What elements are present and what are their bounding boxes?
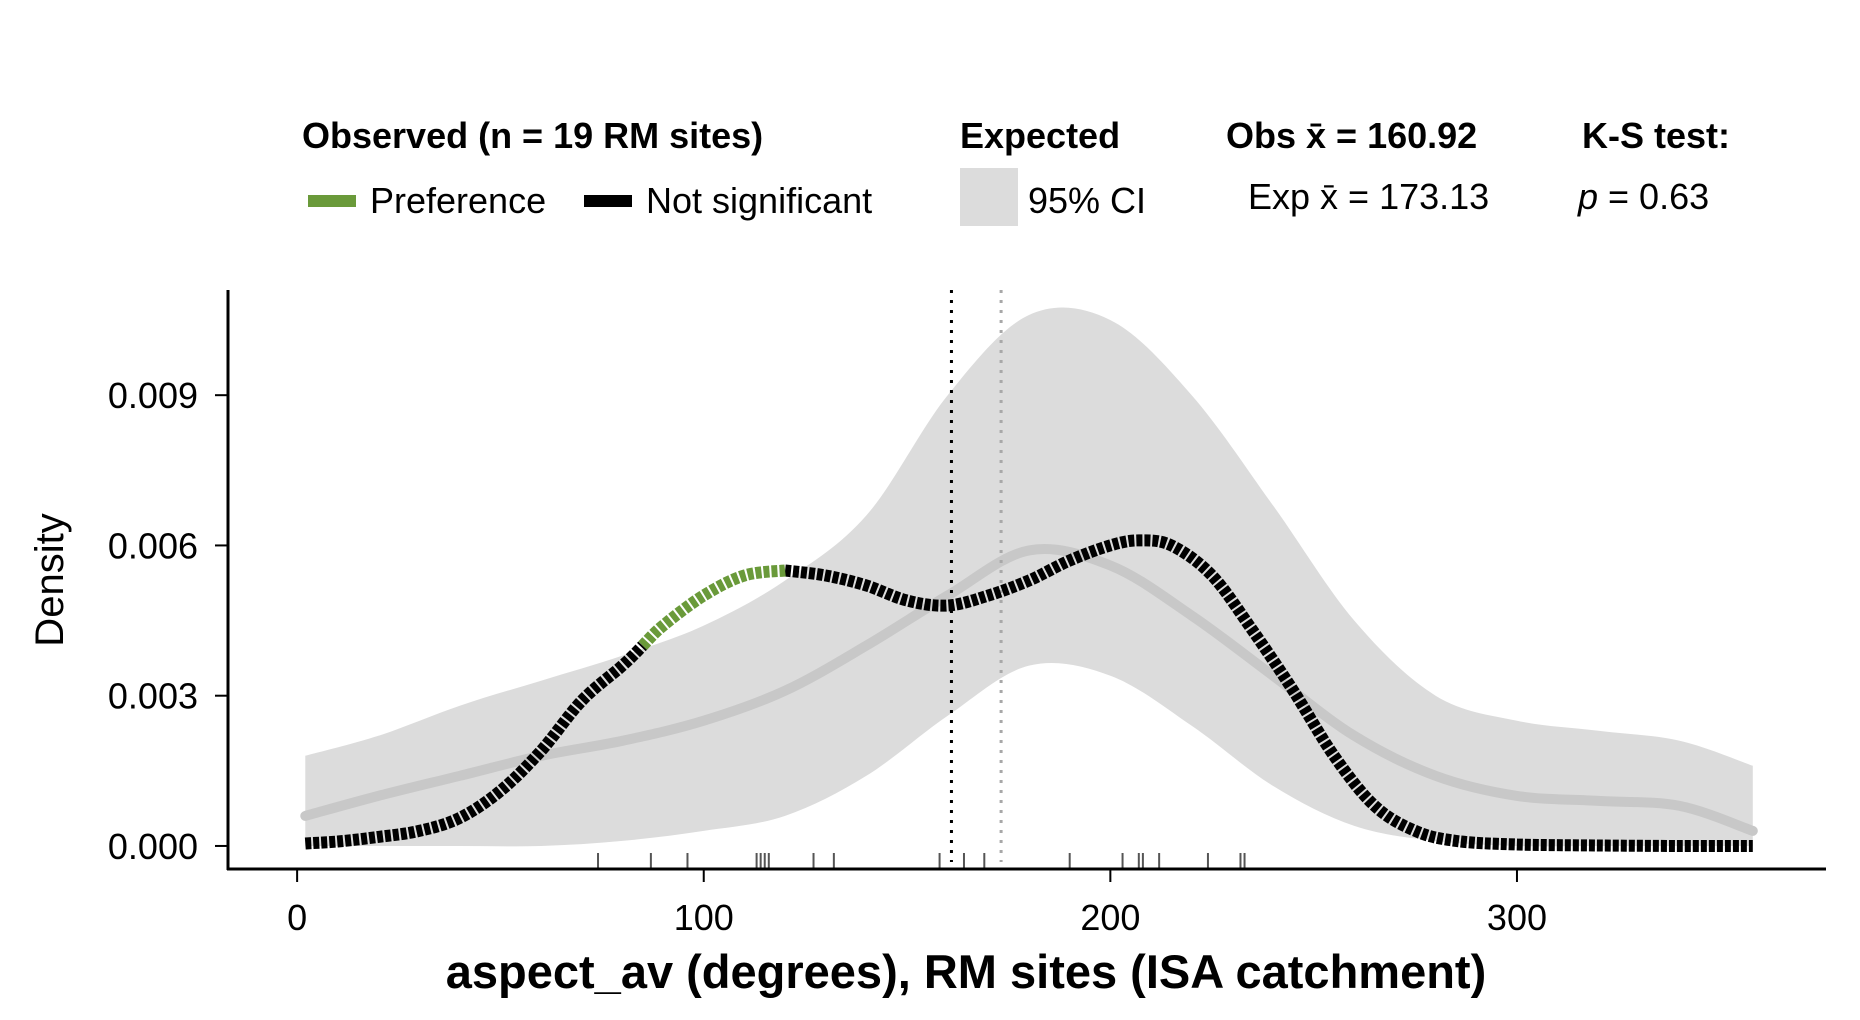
- axes: [226, 290, 1826, 871]
- tick-layer: 0 100 200 300 0.000 0.003 0.006 0.009: [108, 375, 1547, 938]
- legend-preference-swatch: [308, 195, 356, 207]
- observed-density-not-significant-left: [304, 641, 648, 850]
- legend-ci-label: 95% CI: [1028, 180, 1146, 221]
- legend-preference-label: Preference: [370, 180, 546, 221]
- observed-density-not-significant-right: [784, 534, 1753, 853]
- legend-means: Obs x̄ = 160.92 Exp x̄ = 173.13: [1226, 115, 1489, 217]
- x-tick-label: 100: [674, 897, 734, 938]
- legend-not-significant-label: Not significant: [646, 180, 872, 221]
- legend-not-significant-swatch: [584, 195, 632, 207]
- legend-ks-test: K-S test: p = 0.63: [1577, 115, 1730, 217]
- y-tick-label: 0.000: [108, 826, 198, 867]
- x-tick-label: 0: [287, 897, 307, 938]
- x-tick-label: 200: [1080, 897, 1140, 938]
- x-axis-title: aspect_av (degrees), RM sites (ISA catch…: [446, 945, 1486, 998]
- legend-ks-p-symbol: p: [1577, 176, 1598, 217]
- legend-ks-p: p = 0.63: [1577, 176, 1709, 217]
- expected-ci-band-layer: [305, 307, 1753, 847]
- legend-observed: Observed (n = 19 RM sites) Preference No…: [302, 115, 872, 221]
- legend-expected-title: Expected: [960, 115, 1120, 156]
- observed-density-preference: [638, 564, 786, 650]
- y-axis-title: Density: [28, 513, 72, 646]
- observed-density-layer: [304, 534, 1753, 853]
- legend-expected: Expected 95% CI: [960, 115, 1146, 226]
- legend-observed-title: Observed (n = 19 RM sites): [302, 115, 763, 156]
- legend-ks-title: K-S test:: [1582, 115, 1730, 156]
- expected-ci-band: [305, 307, 1753, 847]
- y-tick-label: 0.009: [108, 375, 198, 416]
- y-tick-label: 0.003: [108, 676, 198, 717]
- legend-ks-p-value: = 0.63: [1598, 176, 1709, 217]
- y-tick-label: 0.006: [108, 525, 198, 566]
- legend-exp-mean: Exp x̄ = 173.13: [1248, 176, 1489, 217]
- legend-ci-swatch: [960, 168, 1018, 226]
- legend-obs-mean: Obs x̄ = 160.92: [1226, 115, 1477, 156]
- x-tick-label: 300: [1487, 897, 1547, 938]
- rug-layer: [597, 853, 1246, 869]
